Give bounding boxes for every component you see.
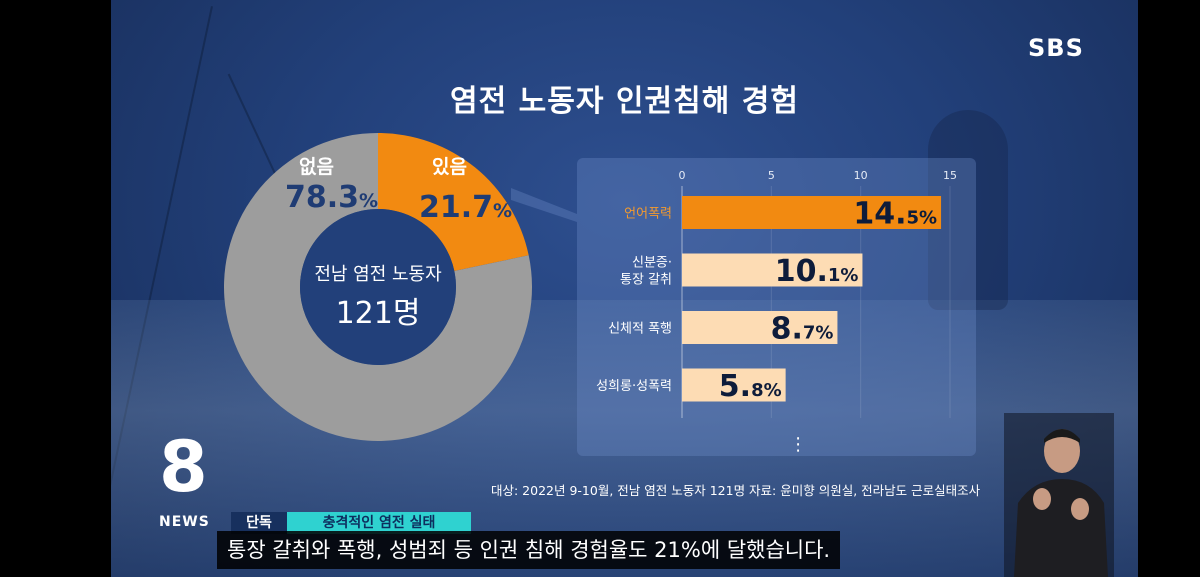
data-label-0: 14.5% bbox=[853, 197, 937, 232]
more-indicator: ⋮ bbox=[789, 434, 807, 455]
chart-broadcast-frame: SBS 염전 노동자 인권침해 경험 없음 78.3% 있음 21.7% 전남 … bbox=[111, 0, 1138, 577]
worker-silhouette bbox=[928, 110, 1008, 310]
data-label-3: 5.8% bbox=[719, 369, 782, 404]
category-label-3: 성희롱·성폭력 bbox=[596, 379, 672, 394]
program-logo-text: NEWS bbox=[159, 514, 210, 530]
bar-3 bbox=[682, 368, 786, 402]
bar-0 bbox=[682, 196, 942, 229]
source-note: 대상: 2022년 9-10월, 전남 염전 노동자 121명 자료: 윤미향 … bbox=[491, 483, 981, 498]
sbs-logo: SBS bbox=[1028, 34, 1084, 62]
slice-label-yes: 있음 bbox=[432, 156, 467, 178]
donut-slice-0 bbox=[378, 133, 529, 271]
caption-subtitle: 통장 갈취와 폭행, 성범죄 등 인권 침해 경험율도 21%에 달했습니다. bbox=[217, 531, 841, 569]
category-label-2: 신체적 폭행 bbox=[608, 321, 672, 337]
donut-center-subtitle: 전남 염전 노동자 bbox=[314, 264, 442, 285]
bar-1 bbox=[682, 253, 863, 287]
slice-label-no: 없음 bbox=[299, 156, 334, 178]
bar-chart: 0 5 10 15 언어폭력 14.5% 신분증· 통장 갈취 10.1% 신체적 폭행 8.7% 성… bbox=[596, 169, 957, 455]
donut-hole bbox=[300, 209, 456, 365]
x-tick-label: 0 bbox=[679, 169, 686, 182]
sign-language-interpreter bbox=[1004, 413, 1114, 577]
chart-title: 염전 노동자 인권침해 경험 bbox=[450, 84, 799, 119]
bar-2 bbox=[682, 311, 838, 344]
slice-value-no: 78.3% bbox=[285, 180, 379, 215]
exclusive-tag: 단독 bbox=[231, 512, 287, 534]
donut-chart bbox=[224, 133, 532, 441]
x-tick-label: 15 bbox=[943, 169, 957, 182]
category-label-1: 신분증· 통장 갈취 bbox=[620, 256, 672, 288]
donut-slice-1 bbox=[224, 133, 532, 441]
data-label-2: 8.7% bbox=[771, 312, 834, 347]
data-label-1: 10.1% bbox=[775, 254, 859, 289]
slice-value-yes: 21.7% bbox=[419, 190, 513, 225]
donut-center-total: 121명 bbox=[335, 296, 421, 331]
x-tick-label: 10 bbox=[854, 169, 868, 182]
program-logo-number: 8 bbox=[159, 426, 208, 508]
x-tick-label: 5 bbox=[768, 169, 775, 182]
headline-banner: 충격적인 염전 실태 bbox=[287, 512, 471, 534]
category-label-0: 언어폭력 bbox=[624, 207, 672, 222]
